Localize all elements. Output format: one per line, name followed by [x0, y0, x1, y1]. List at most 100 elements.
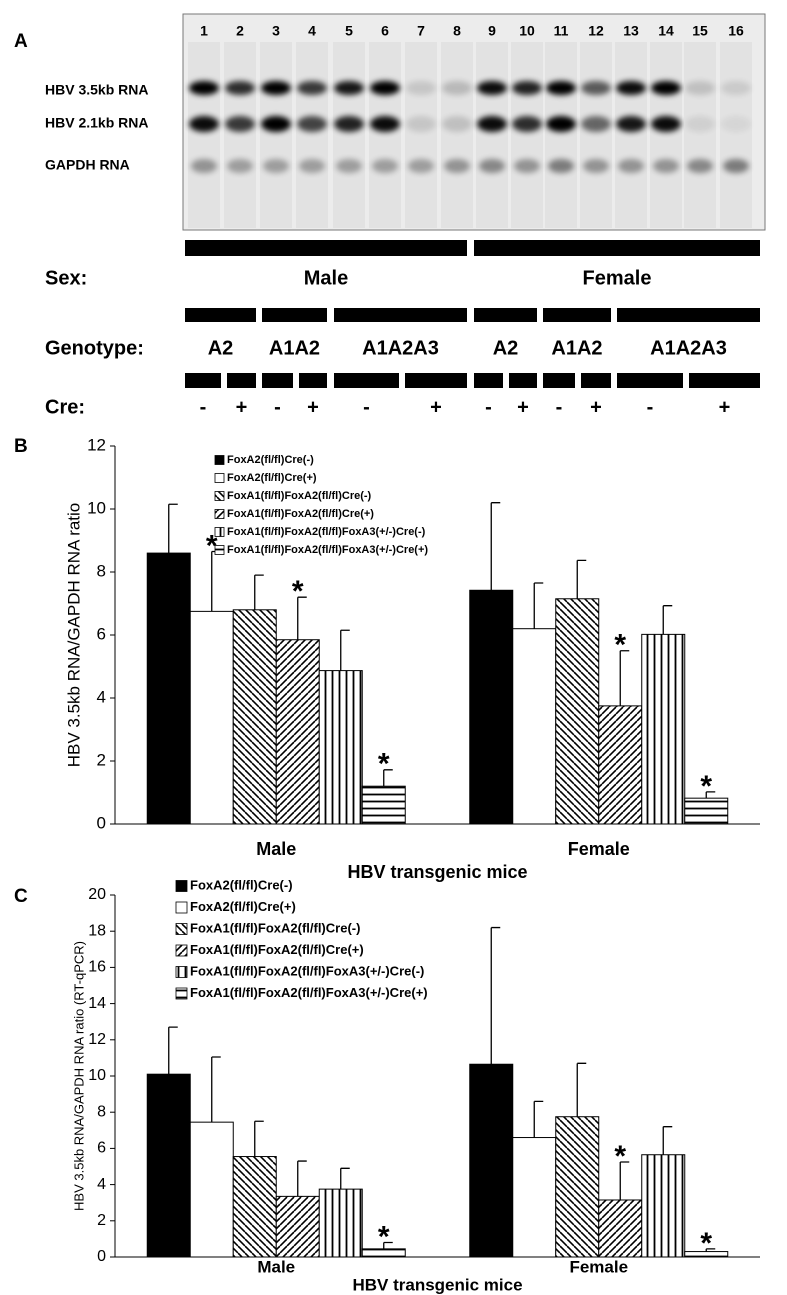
band	[548, 159, 574, 173]
lane-number: 12	[588, 23, 604, 39]
blot-lane	[720, 42, 752, 228]
band	[514, 159, 540, 173]
band	[581, 81, 611, 95]
sex-group: Female	[583, 267, 652, 289]
genotype-group: A1A2	[269, 337, 320, 359]
blot-lane	[369, 42, 401, 228]
error-bar	[533, 582, 544, 629]
lane-number: 14	[658, 23, 674, 39]
band	[616, 81, 646, 95]
blot-lane	[545, 42, 577, 228]
band	[477, 81, 507, 95]
y-tick-label: 2	[97, 750, 106, 769]
cre-bar	[581, 373, 611, 388]
y-tick-label: 6	[97, 1140, 106, 1157]
band	[444, 159, 470, 173]
legend-swatch	[175, 923, 188, 935]
band	[512, 81, 542, 95]
legend-swatch	[214, 545, 225, 555]
y-tick-label: 0	[97, 813, 106, 832]
cre-label: Cre:	[45, 396, 85, 418]
panel-label: C	[14, 886, 28, 907]
error-bar	[619, 650, 630, 706]
panel-label: B	[14, 436, 28, 457]
lane-number: 6	[381, 23, 389, 39]
bar	[641, 633, 686, 825]
band	[442, 81, 472, 95]
cre-group: +	[307, 396, 319, 418]
band	[583, 159, 609, 173]
lane-number: 11	[554, 23, 569, 39]
x-tick-label: Male	[256, 839, 296, 859]
cre-group: +	[590, 396, 602, 418]
legend-label: FoxA1(fl/fl)FoxA2(fl/fl)FoxA3(+/-)Cre(-)	[190, 963, 424, 978]
blot-lane	[441, 42, 473, 228]
significance-mark: *	[378, 1220, 390, 1253]
y-axis-title: HBV 3.5kb RNA/GAPDH RNA ratio	[64, 503, 83, 768]
error-bar	[705, 791, 716, 799]
x-tick-label: Male	[257, 1257, 295, 1276]
row-label: GAPDH RNA	[45, 157, 130, 173]
legend-label: FoxA2(fl/fl)Cre(-)	[227, 454, 314, 466]
cre-bar	[262, 373, 293, 388]
legend-label: FoxA1(fl/fl)FoxA2(fl/fl)Cre(-)	[227, 490, 372, 502]
band	[225, 116, 255, 132]
genotype-bar	[185, 308, 256, 322]
bar	[318, 670, 363, 825]
band	[263, 159, 289, 173]
band	[261, 81, 291, 95]
lane-number: 4	[308, 23, 316, 39]
band	[616, 116, 646, 132]
cre-group: -	[485, 396, 492, 418]
bar	[469, 589, 514, 825]
genotype-bar	[474, 308, 537, 322]
lane-number: 8	[453, 23, 461, 39]
genotype-bar	[334, 308, 467, 322]
band	[685, 81, 715, 95]
error-bar	[254, 574, 264, 610]
legend-label: FoxA1(fl/fl)FoxA2(fl/fl)Cre(+)	[227, 508, 374, 520]
band	[512, 116, 542, 132]
error-bar	[383, 769, 393, 787]
y-tick-label: 6	[97, 624, 106, 643]
genotype-group: A1A2A3	[362, 337, 439, 359]
error-bar	[340, 1167, 350, 1190]
band	[618, 159, 644, 173]
blot-lane	[511, 42, 543, 228]
band	[334, 81, 364, 95]
significance-mark: *	[700, 1227, 712, 1260]
bar	[146, 552, 191, 825]
y-tick-label: 16	[88, 959, 106, 976]
band	[189, 116, 219, 132]
y-tick-label: 4	[97, 1176, 106, 1193]
error-bar	[297, 1160, 307, 1197]
legend-swatch	[214, 509, 225, 519]
y-tick-label: 12	[88, 1031, 106, 1048]
lane-number: 15	[692, 23, 708, 39]
bar	[232, 1156, 277, 1258]
band	[189, 81, 219, 95]
blot-lane	[580, 42, 612, 228]
band	[721, 116, 751, 132]
row-label: HBV 2.1kb RNA	[45, 115, 148, 131]
legend-label: FoxA1(fl/fl)FoxA2(fl/fl)Cre(-)	[190, 920, 360, 935]
bar	[641, 1154, 686, 1258]
error-bar	[619, 1161, 630, 1200]
genotype-group: A2	[493, 337, 519, 359]
cre-group: +	[236, 396, 248, 418]
blot-lane	[296, 42, 328, 228]
band	[651, 116, 681, 132]
lane-number: 7	[417, 23, 425, 39]
row-label: HBV 3.5kb RNA	[45, 82, 148, 98]
cre-group: +	[517, 396, 529, 418]
band	[721, 81, 751, 95]
legend-label: FoxA1(fl/fl)FoxA2(fl/fl)FoxA3(+/-)Cre(+)	[227, 544, 428, 556]
error-bar	[168, 1026, 178, 1075]
lane-number: 1	[200, 23, 208, 39]
band	[334, 116, 364, 132]
band	[297, 116, 327, 132]
y-tick-label: 8	[97, 561, 106, 580]
cre-group: -	[274, 396, 281, 418]
band	[479, 159, 505, 173]
sex-bar	[474, 240, 760, 256]
